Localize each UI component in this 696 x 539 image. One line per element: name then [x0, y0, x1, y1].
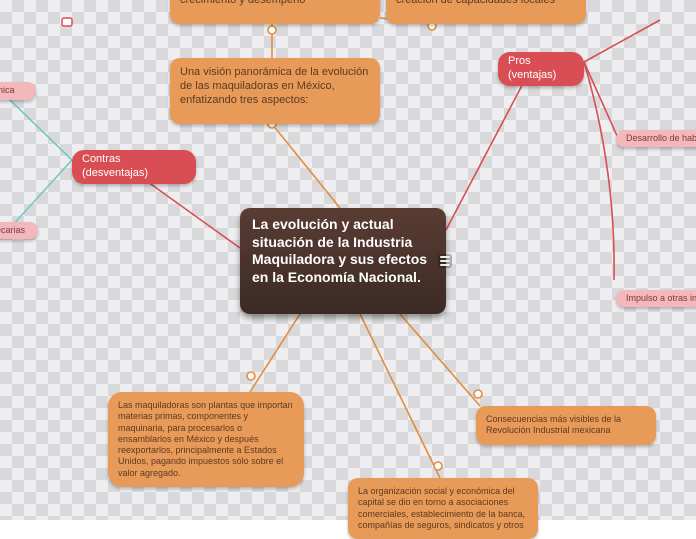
node-text: Consecuencias más visibles de la Revoluc…: [486, 414, 646, 437]
node-text: precarias: [0, 225, 28, 236]
node-org[interactable]: La organización social y económica del c…: [348, 478, 538, 539]
node-n1[interactable]: Una visión panorámica de la evolución de…: [170, 58, 380, 124]
node-economica[interactable]: conómica: [0, 82, 36, 100]
node-text: Pros (ventajas): [508, 55, 574, 83]
notes-icon[interactable]: [438, 254, 452, 268]
central-topic[interactable]: La evolución y actual situación de la In…: [240, 208, 446, 314]
node-contras[interactable]: Contras (desventajas): [72, 150, 196, 184]
node-impulso[interactable]: Impulso a otras ind: [616, 290, 696, 307]
node-text: 3.El aprendizaje tecnológico y la creaci…: [396, 0, 576, 8]
central-topic-text: La evolución y actual situación de la In…: [252, 216, 434, 286]
node-text: conómica: [0, 85, 26, 96]
node-consec[interactable]: Consecuencias más visibles de la Revoluc…: [476, 406, 656, 445]
node-text: Impulso a otras ind: [626, 293, 696, 304]
node-text: Comercio de América del Norte en su crec…: [180, 0, 370, 8]
node-text: La organización social y económica del c…: [358, 486, 528, 531]
node-text: Contras (desventajas): [82, 153, 186, 181]
node-n3[interactable]: 3.El aprendizaje tecnológico y la creaci…: [386, 0, 586, 24]
node-pros[interactable]: Pros (ventajas): [498, 52, 584, 86]
node-precarias[interactable]: precarias: [0, 222, 38, 239]
node-habil[interactable]: Desarrollo de habil: [616, 130, 696, 147]
node-text: Las maquiladoras son plantas que importa…: [118, 400, 294, 479]
node-text: Una visión panorámica de la evolución de…: [180, 66, 370, 107]
node-text: Desarrollo de habil: [626, 133, 696, 144]
node-def[interactable]: Las maquiladoras son plantas que importa…: [108, 392, 304, 487]
node-n2[interactable]: Comercio de América del Norte en su crec…: [170, 0, 380, 24]
